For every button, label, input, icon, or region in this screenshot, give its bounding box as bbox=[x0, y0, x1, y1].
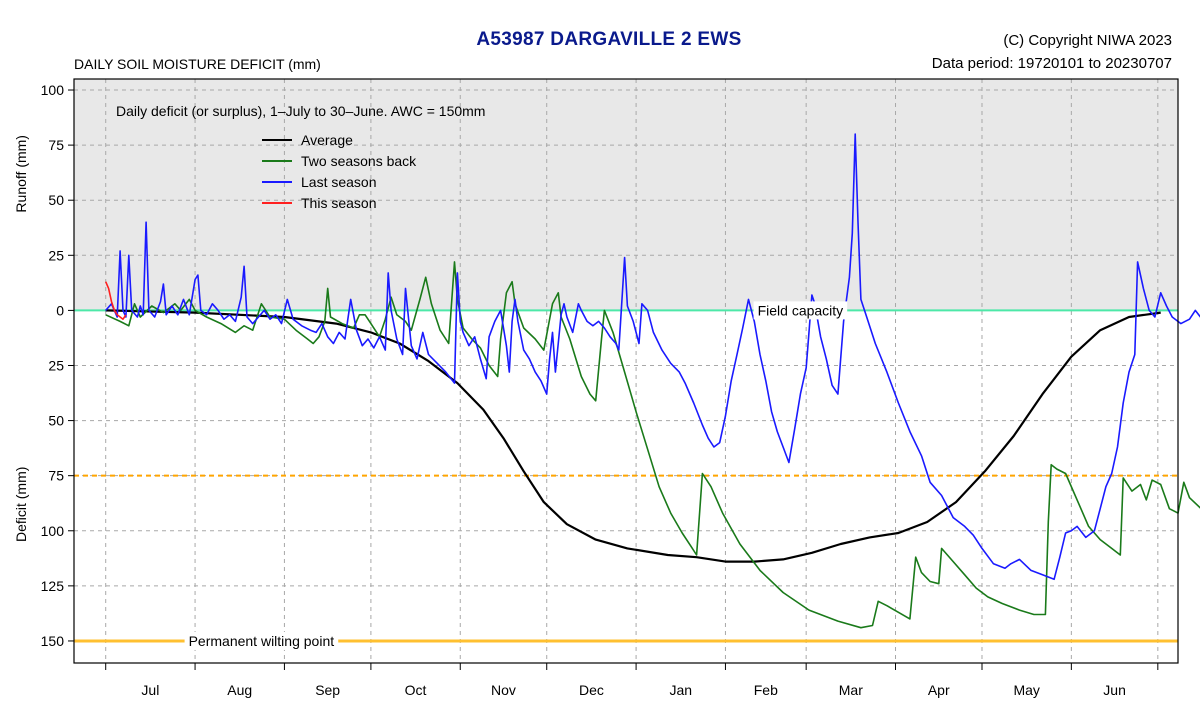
y-tick-label: 50 bbox=[48, 413, 64, 429]
y-tick-label: 25 bbox=[48, 357, 64, 373]
y-tick-label: 50 bbox=[48, 192, 64, 208]
series-average bbox=[105, 309, 1161, 563]
y-axis-title-runoff: Runoff (mm) bbox=[13, 135, 29, 213]
y-tick-label: 150 bbox=[41, 633, 65, 649]
x-tick-label: Sep bbox=[315, 682, 340, 698]
y-tick-label: 75 bbox=[48, 468, 64, 484]
y-tick-label: 75 bbox=[48, 137, 64, 153]
deficit-area bbox=[74, 310, 1178, 663]
x-tick-label: Dec bbox=[579, 682, 604, 698]
copyright-text: (C) Copyright NIWA 2023 bbox=[1003, 32, 1172, 49]
legend-label: Average bbox=[301, 132, 353, 148]
y-tick-label: 25 bbox=[48, 247, 64, 263]
x-tick-label: Oct bbox=[405, 682, 427, 698]
wilting-point-label: Permanent wilting point bbox=[189, 633, 335, 649]
legend-label: This season bbox=[301, 195, 376, 211]
plot-border bbox=[73, 78, 1179, 664]
y-axis-title-deficit: Deficit (mm) bbox=[13, 467, 29, 542]
chart-title: A53987 DARGAVILLE 2 EWS bbox=[476, 29, 742, 50]
x-tick-label: Jun bbox=[1103, 682, 1126, 698]
legend-label: Two seasons back bbox=[301, 153, 417, 169]
x-tick-label: Jul bbox=[141, 682, 159, 698]
legend-label: Last season bbox=[301, 174, 377, 190]
y-tick-label: 0 bbox=[56, 302, 64, 318]
series-two-seasons-back bbox=[105, 261, 1200, 629]
chart-subtitle: DAILY SOIL MOISTURE DEFICIT (mm) bbox=[74, 56, 321, 72]
x-tick-label: Aug bbox=[227, 682, 252, 698]
chart-note: Daily deficit (or surplus), 1–July to 30… bbox=[116, 103, 485, 119]
x-tick-label: Nov bbox=[491, 682, 516, 698]
y-tick-label: 100 bbox=[41, 82, 65, 98]
x-tick-label: Jan bbox=[669, 682, 692, 698]
x-tick-label: Apr bbox=[928, 682, 950, 698]
x-tick-label: Feb bbox=[754, 682, 778, 698]
series-this-season bbox=[104, 281, 127, 321]
y-tick-label: 125 bbox=[41, 578, 65, 594]
x-tick-label: May bbox=[1013, 682, 1039, 698]
data-period-text: Data period: 19720101 to 20230707 bbox=[931, 55, 1172, 72]
x-tick-label: Mar bbox=[839, 682, 863, 698]
series-last-season bbox=[105, 133, 1200, 581]
field-capacity-label: Field capacity bbox=[758, 302, 844, 318]
y-tick-label: 100 bbox=[41, 523, 65, 539]
